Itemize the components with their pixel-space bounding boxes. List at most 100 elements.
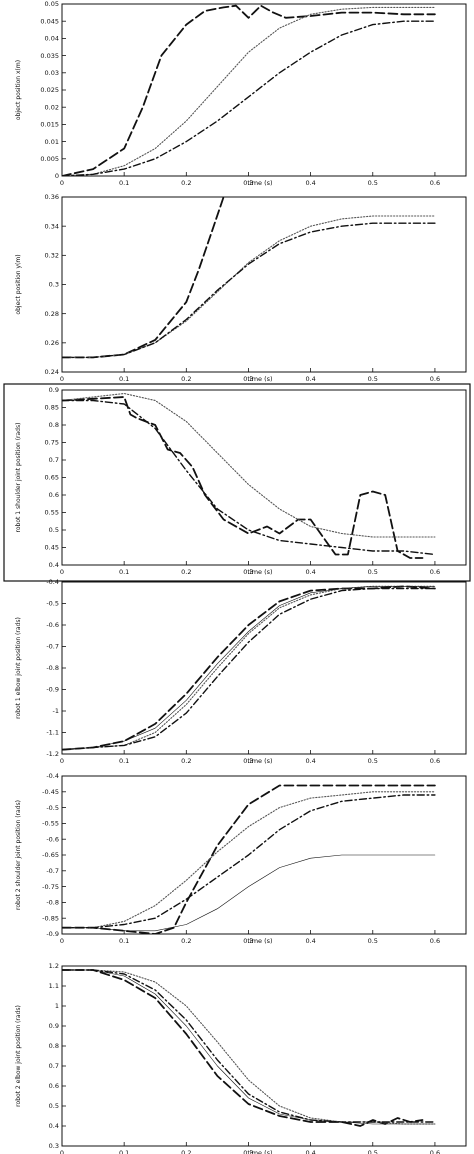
y-tick-label: 0.015 xyxy=(40,121,59,129)
x-tick-label: 0.6 xyxy=(430,1149,440,1154)
x-axis-label: time (s) xyxy=(247,375,272,383)
y-tick-label: 0.85 xyxy=(45,404,59,412)
y-tick-label: 0.9 xyxy=(49,386,59,394)
x-tick-label: 0.6 xyxy=(430,937,440,945)
y-tick-label: 0.005 xyxy=(40,155,59,163)
y-tick-label: -0.6 xyxy=(46,621,59,629)
x-tick-label: 0.4 xyxy=(305,757,315,765)
series-line-dashdot xyxy=(62,20,436,176)
series-line-dashed xyxy=(62,969,424,1127)
x-tick-label: 0.6 xyxy=(430,375,440,383)
y-tick-label: 1 xyxy=(55,1002,59,1010)
plot-area xyxy=(61,196,467,373)
y-tick-label: -0.4 xyxy=(46,578,59,586)
x-tick-label: 0.1 xyxy=(119,937,129,945)
y-tick-label: -0.45 xyxy=(42,788,59,796)
series-line-solid-thin xyxy=(62,969,436,1125)
y-axis-label: robot 2 shoulder joint position (rads) xyxy=(15,800,22,910)
x-tick-label: 0.2 xyxy=(181,1149,191,1154)
x-tick-label: 0 xyxy=(60,937,64,945)
x-tick-label: 0.2 xyxy=(181,937,191,945)
y-tick-label: 0.65 xyxy=(45,474,59,482)
y-tick-label: 0.3 xyxy=(49,1142,59,1150)
series-line-dashed xyxy=(62,396,424,559)
series-line-dashed xyxy=(62,4,436,176)
chart-panel: 0 0.1 0.2 0.3 0.4 0.5 0.6 -0.9 -0.85 -0.8 -0.75 -0.… xyxy=(15,772,467,945)
x-tick-label: 0.3 xyxy=(243,375,253,383)
chart-panel: 0 0.1 0.2 0.3 0.4 0.5 0.6 0.3 0.4 0.5 0.6 0.7 0.8 0.9… xyxy=(15,962,467,1154)
x-axis-label: time (s) xyxy=(247,1149,272,1154)
x-tick-label: 0.5 xyxy=(368,1149,378,1154)
y-tick-label: -1.2 xyxy=(46,750,59,758)
y-tick-label: 0.24 xyxy=(45,368,59,376)
series-line-dashdot xyxy=(62,399,436,556)
y-tick-label: 0.34 xyxy=(45,222,59,230)
x-tick-label: 0.5 xyxy=(368,757,378,765)
y-tick-label: 0.6 xyxy=(49,491,59,499)
y-axis-label: robot 1 elbow joint position (rads) xyxy=(15,617,22,719)
chart-panel: 0 0.1 0.2 0.3 0.4 0.5 0.6 0.4 0.45 0.5 0.55 0.6 0.65… xyxy=(3,383,471,582)
y-tick-label: 0.28 xyxy=(45,310,59,318)
x-tick-label: 0 xyxy=(60,757,64,765)
y-tick-label: 0.05 xyxy=(45,0,59,8)
x-axis-label: time (s) xyxy=(247,179,272,187)
y-tick-label: 0 xyxy=(55,172,59,180)
series-line-dashdot xyxy=(62,794,436,929)
x-tick-label: 0.5 xyxy=(368,179,378,187)
x-tick-label: 0.5 xyxy=(368,568,378,576)
x-tick-label: 0.1 xyxy=(119,1149,129,1154)
x-tick-label: 0 xyxy=(60,568,64,576)
x-tick-label: 0.1 xyxy=(119,375,129,383)
y-tick-label: -0.65 xyxy=(42,851,59,859)
y-tick-label: -0.9 xyxy=(46,930,59,938)
y-tick-label: 0.025 xyxy=(40,86,59,94)
y-tick-label: -0.55 xyxy=(42,820,59,828)
y-tick-label: -0.75 xyxy=(42,883,59,891)
y-tick-label: -0.9 xyxy=(46,686,59,694)
series-line-solid-thin xyxy=(62,586,436,750)
series-line-dotted xyxy=(62,6,436,176)
y-tick-label: -0.8 xyxy=(46,899,59,907)
x-tick-label: 0.2 xyxy=(181,757,191,765)
y-tick-label: -1.1 xyxy=(46,729,59,737)
series-line-solid-thin xyxy=(62,854,436,932)
y-tick-label: 0.4 xyxy=(49,561,59,569)
chart-panel: 0 0.1 0.2 0.3 0.4 0.5 0.6 -1.2 -1.1 -1 -0.9 -0.8 -0.… xyxy=(15,578,467,765)
y-tick-label: -0.7 xyxy=(46,867,59,875)
x-tick-label: 0.2 xyxy=(181,568,191,576)
y-tick-label: -0.5 xyxy=(46,804,59,812)
y-tick-label: -0.4 xyxy=(46,772,59,780)
y-tick-label: 0.02 xyxy=(45,103,59,111)
y-tick-label: 0.8 xyxy=(49,421,59,429)
x-tick-label: 0.6 xyxy=(430,757,440,765)
x-tick-label: 0.5 xyxy=(368,375,378,383)
y-tick-label: 0.6 xyxy=(49,1082,59,1090)
plot-area xyxy=(61,581,467,755)
x-tick-label: 0.3 xyxy=(243,937,253,945)
y-axis-label: object position y(m) xyxy=(15,254,22,314)
y-tick-label: 0.55 xyxy=(45,509,59,517)
chart-panel: 0 0.1 0.2 0.3 0.4 0.5 0.6 0.24 0.26 0.28 0.3 0.32 0.… xyxy=(15,193,467,383)
x-tick-label: 0.1 xyxy=(119,568,129,576)
y-tick-label: -1 xyxy=(53,707,59,715)
chart-panel: 0 0.1 0.2 0.3 0.4 0.5 0.6 0 0.005 0.01 0.015 0.02 0.… xyxy=(15,0,467,187)
x-tick-label: 0 xyxy=(60,179,64,187)
y-tick-label: 0.5 xyxy=(49,1102,59,1110)
series-line-dashdot xyxy=(62,587,436,751)
y-tick-label: 0.9 xyxy=(49,1022,59,1030)
x-tick-label: 0.3 xyxy=(243,1149,253,1154)
plot-area xyxy=(61,3,467,177)
y-tick-label: 0.75 xyxy=(45,439,59,447)
y-tick-label: -0.7 xyxy=(46,643,59,651)
x-tick-label: 0.4 xyxy=(305,1149,315,1154)
x-tick-label: 0.3 xyxy=(243,179,253,187)
y-tick-label: 0.03 xyxy=(45,69,59,77)
y-tick-label: -0.8 xyxy=(46,664,59,672)
x-tick-label: 0 xyxy=(60,1149,64,1154)
x-tick-label: 0.3 xyxy=(243,568,253,576)
series-line-dotted xyxy=(62,215,436,358)
x-tick-label: 0.6 xyxy=(430,179,440,187)
y-tick-label: -0.6 xyxy=(46,835,59,843)
y-tick-label: 0.5 xyxy=(49,526,59,534)
